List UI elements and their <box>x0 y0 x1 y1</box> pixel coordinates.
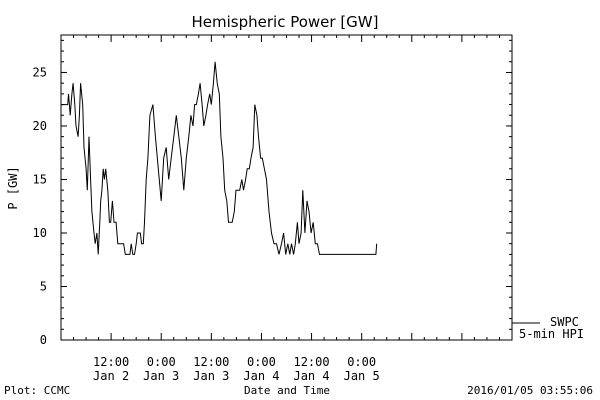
x-tick-time: 12:00 <box>193 355 229 369</box>
y-axis-label: P [GW] <box>6 166 20 209</box>
x-tick-time: 12:00 <box>293 355 329 369</box>
x-tick-date: Jan 4 <box>243 369 279 383</box>
footer-timestamp: 2016/01/05 03:55:06 <box>467 384 593 397</box>
y-tick-label: 20 <box>33 119 47 133</box>
series-line <box>61 61 378 255</box>
x-tick-time: 0:00 <box>347 355 376 369</box>
x-tick-date: Jan 2 <box>93 369 129 383</box>
chart-title: Hemispheric Power [GW] <box>192 13 379 31</box>
footer-credit: Plot: CCMC <box>4 384 70 397</box>
x-tick-time: 0:00 <box>147 355 176 369</box>
x-tick-time: 12:00 <box>93 355 129 369</box>
y-tick-label: 15 <box>33 172 47 186</box>
legend-line-2: 5-min HPI <box>519 327 584 341</box>
y-tick-label: 25 <box>33 65 47 79</box>
y-axis: 0 5 10 15 20 25 <box>33 39 512 347</box>
y-tick-label: 5 <box>40 279 47 293</box>
y-tick-label: 10 <box>33 226 47 240</box>
legend-line-1: SWPC <box>550 315 579 329</box>
series-layer <box>61 61 378 255</box>
x-axis-label: Date and Time <box>244 384 330 397</box>
x-tick-time: 0:00 <box>247 355 276 369</box>
x-tick-date: Jan 4 <box>293 369 329 383</box>
x-tick-date: Jan 3 <box>193 369 229 383</box>
plot-frame <box>60 34 513 341</box>
x-tick-date: Jan 3 <box>143 369 179 383</box>
x-tick-date: Jan 5 <box>344 369 380 383</box>
y-tick-label: 0 <box>40 333 47 347</box>
